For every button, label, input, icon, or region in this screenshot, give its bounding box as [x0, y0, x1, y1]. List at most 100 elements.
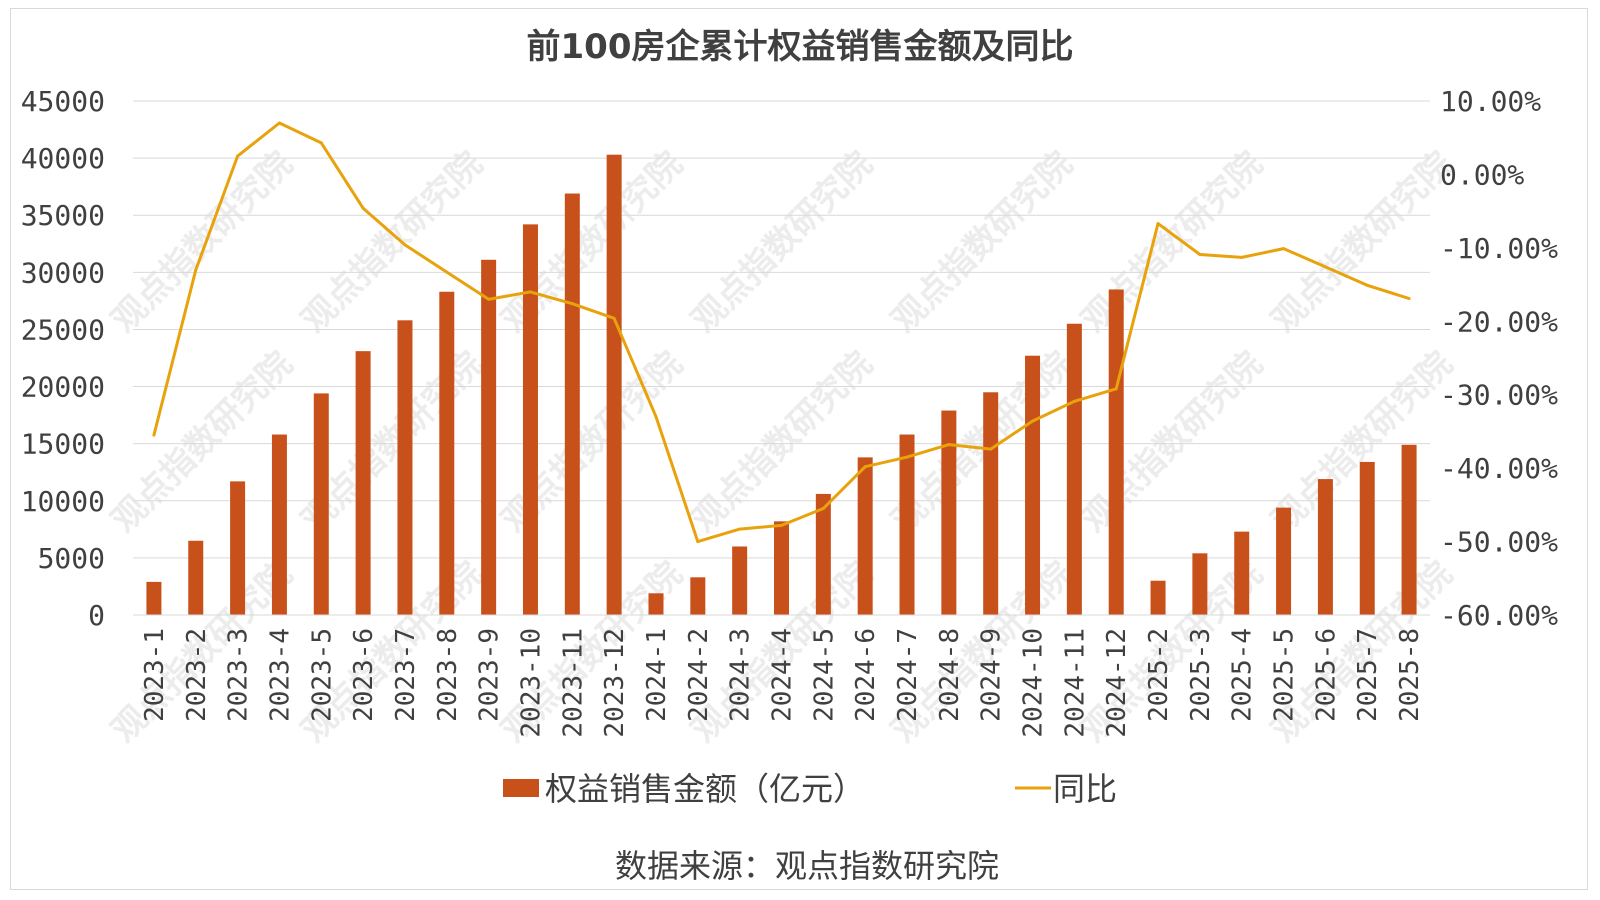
line-point — [361, 206, 365, 210]
line-point — [947, 443, 951, 447]
x-tick-label: 2025-5 — [1270, 628, 1300, 722]
left-y-tick-label: 5000 — [38, 542, 105, 575]
line-point — [612, 316, 616, 320]
line-point — [445, 270, 449, 274]
legend-swatch-bar — [503, 779, 539, 797]
bar — [1066, 323, 1082, 615]
right-y-tick-label: -60.00% — [1440, 599, 1558, 632]
x-tick-label: 2024-1 — [642, 628, 672, 722]
line-point — [1031, 419, 1035, 423]
watermark-text: 观点指数研究院 — [1074, 344, 1271, 541]
line-point — [905, 455, 909, 459]
left-y-tick-label: 45000 — [21, 85, 105, 118]
x-axis: 2023-1 2023-2 2023-3 2023-4 2023-5 2023-6 2023… — [133, 614, 1430, 738]
right-y-tick-label: -50.00% — [1440, 526, 1558, 559]
bar — [857, 457, 873, 615]
line-point — [1114, 387, 1118, 391]
line-point — [780, 523, 783, 527]
legend-label-line: 同比 — [1053, 770, 1117, 808]
left-y-tick-label: 0 — [88, 599, 105, 632]
x-tick-label: 2025-7 — [1353, 628, 1383, 722]
x-tick-label: 2024-3 — [726, 628, 756, 722]
line-point — [403, 243, 407, 247]
x-tick-label: 2023-12 — [600, 628, 630, 738]
line-point — [152, 433, 156, 437]
line-point — [1365, 283, 1369, 287]
x-tick-label: 2024-4 — [768, 628, 798, 722]
left-y-axis: 0 5000 10000 15000 20000 25000 30000 35000 40000… — [21, 85, 105, 632]
line-point — [863, 465, 867, 469]
line-point — [487, 297, 491, 301]
left-y-tick-label: 15000 — [21, 428, 105, 461]
x-tick-label: 2024-5 — [809, 628, 839, 722]
x-tick-label: 2025-8 — [1395, 628, 1425, 722]
x-tick-label: 2023-6 — [349, 628, 379, 722]
watermark-text: 观点指数研究院 — [684, 144, 881, 341]
line-point — [1323, 265, 1327, 269]
x-tick-label: 2024-9 — [977, 628, 1007, 722]
bar — [230, 481, 246, 615]
left-y-tick-label: 30000 — [21, 256, 105, 289]
bar — [899, 434, 915, 615]
line-point — [1282, 247, 1286, 251]
bar — [313, 393, 329, 615]
x-tick-label: 2023-9 — [475, 628, 505, 722]
bar — [1276, 507, 1292, 615]
bar — [397, 320, 413, 615]
bar — [732, 546, 748, 615]
legend: 权益销售金额（亿元） 同比 — [503, 770, 1117, 808]
right-y-tick-label: -20.00% — [1440, 305, 1558, 338]
x-tick-label: 2023-7 — [391, 628, 421, 722]
x-tick-label: 2024-8 — [935, 628, 965, 722]
watermark-text: 观点指数研究院 — [884, 144, 1081, 341]
bar — [146, 581, 162, 615]
bar — [1150, 580, 1166, 615]
bar — [983, 392, 999, 615]
x-tick-label: 2024-6 — [851, 628, 881, 722]
x-tick-label: 2023-1 — [140, 628, 170, 722]
watermark-text: 观点指数研究院 — [1074, 144, 1271, 341]
right-y-tick-label: -10.00% — [1440, 232, 1558, 265]
line-point — [1156, 222, 1160, 226]
bar — [564, 193, 580, 615]
bar — [1359, 461, 1375, 615]
left-y-tick-label: 25000 — [21, 313, 105, 346]
bar — [522, 224, 538, 616]
x-tick-label: 2025-6 — [1311, 628, 1341, 722]
bar — [355, 351, 371, 615]
right-y-tick-label: 0.00% — [1440, 158, 1524, 191]
watermark-text: 观点指数研究院 — [104, 344, 301, 541]
bar — [606, 154, 622, 615]
bar — [481, 259, 497, 615]
right-y-tick-label: -30.00% — [1440, 379, 1558, 412]
line-point — [236, 154, 240, 158]
bar — [1108, 289, 1124, 615]
x-tick-label: 2023-2 — [182, 628, 212, 722]
x-tick-label: 2024-10 — [1019, 628, 1049, 738]
x-tick-label: 2023-3 — [224, 628, 254, 722]
line-series — [152, 121, 1411, 544]
bar — [941, 410, 957, 615]
line-point — [1407, 297, 1411, 301]
x-tick-label: 2025-3 — [1186, 628, 1216, 722]
x-tick-label: 2023-5 — [307, 628, 337, 722]
bar — [1317, 479, 1333, 615]
x-tick-label: 2023-4 — [265, 628, 295, 722]
right-y-tick-label: -40.00% — [1440, 452, 1558, 485]
watermark-text: 观点指数研究院 — [104, 144, 301, 341]
x-tick-label: 2024-2 — [684, 628, 714, 722]
x-tick-label: 2024-7 — [893, 628, 923, 722]
x-tick-label: 2023-11 — [558, 628, 588, 738]
x-tick-label: 2024-12 — [1102, 628, 1132, 738]
line-point — [570, 302, 574, 306]
bar — [648, 593, 664, 615]
bar-series — [146, 154, 1417, 616]
line-point — [654, 415, 658, 419]
x-tick-label: 2023-10 — [516, 628, 546, 738]
x-tick-label: 2025-2 — [1144, 628, 1174, 722]
left-y-tick-label: 20000 — [21, 371, 105, 404]
bar — [439, 291, 455, 615]
line-point — [194, 268, 198, 272]
line-point — [277, 121, 281, 125]
